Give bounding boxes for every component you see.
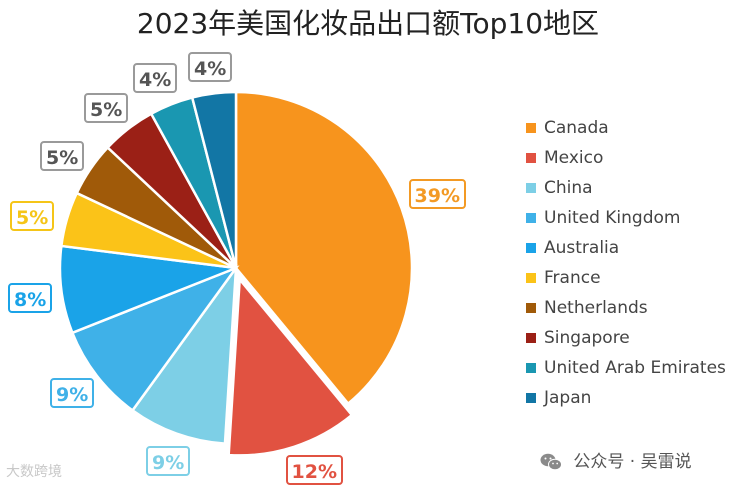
- watermark-left-text: 大数跨境: [6, 464, 62, 480]
- pie-slice-mexico: [227, 276, 354, 457]
- legend-label: China: [544, 178, 593, 198]
- legend-swatch: [526, 153, 536, 163]
- legend-label: Australia: [544, 238, 620, 258]
- legend-swatch: [526, 273, 536, 283]
- watermark-right: 公众号 · 吴雷说: [540, 447, 692, 472]
- legend-label: France: [544, 268, 601, 288]
- data-label-united-kingdom: 9%: [50, 378, 95, 408]
- legend-swatch: [526, 213, 536, 223]
- legend-label: Japan: [544, 388, 592, 408]
- watermark-left: 大数跨境: [6, 461, 62, 481]
- legend-swatch: [526, 363, 536, 373]
- data-label-japan: 4%: [188, 52, 233, 82]
- legend-label: Singapore: [544, 328, 630, 348]
- data-label-france: 5%: [10, 201, 55, 231]
- legend-swatch: [526, 123, 536, 133]
- wechat-icon: [540, 453, 562, 471]
- legend-swatch: [526, 183, 536, 193]
- legend-swatch: [526, 333, 536, 343]
- pie-slice-japan: [190, 90, 238, 269]
- pie-slice-australia: [58, 244, 237, 335]
- chart-title: 2023年美国化妆品出口额Top10地区: [136, 7, 600, 40]
- legend-swatch: [526, 393, 536, 403]
- legend-label: United Kingdom: [544, 208, 681, 228]
- legend-swatch: [526, 243, 536, 253]
- data-label-united-arab-emirates: 4%: [133, 63, 178, 93]
- legend-label: Mexico: [544, 148, 604, 168]
- data-label-singapore: 5%: [84, 93, 129, 123]
- legend-label: Canada: [544, 118, 609, 138]
- watermark-right-text: 公众号 · 吴雷说: [573, 452, 692, 472]
- legend-label: Netherlands: [544, 298, 648, 318]
- legend-label: United Arab Emirates: [544, 358, 726, 378]
- pie-slice-united-kingdom: [70, 265, 240, 413]
- data-label-canada: 39%: [408, 179, 466, 209]
- data-label-australia: 8%: [8, 283, 53, 313]
- legend-swatch: [526, 303, 536, 313]
- data-label-china: 9%: [146, 446, 191, 476]
- pie-slice-china: [130, 263, 238, 445]
- data-label-mexico: 12%: [285, 455, 343, 485]
- pie-slice-canada: [234, 90, 414, 406]
- data-label-netherlands: 5%: [40, 141, 85, 171]
